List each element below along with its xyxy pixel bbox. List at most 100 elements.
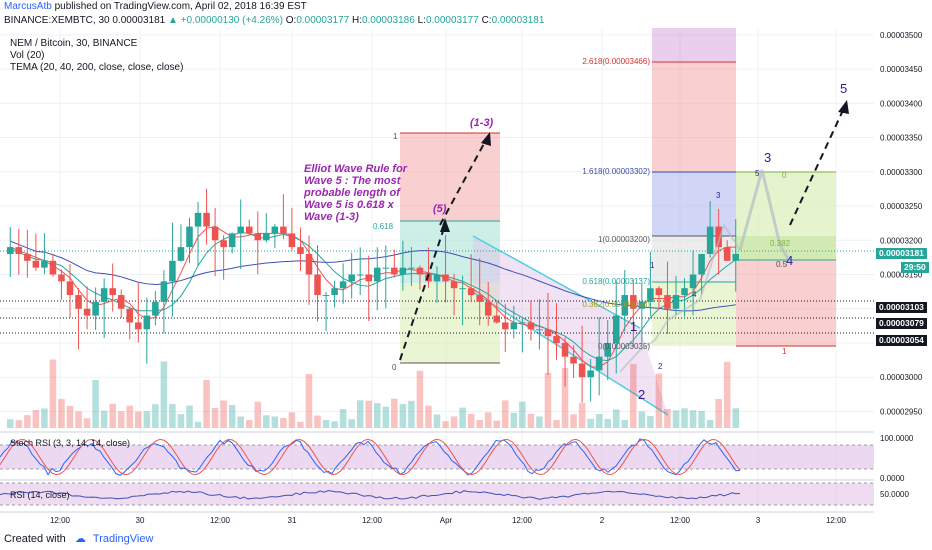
price-tick-label: 0.00003350	[880, 134, 923, 143]
open-label: O:	[285, 15, 297, 26]
volume-bar	[126, 405, 134, 428]
volume-bar	[75, 411, 82, 428]
price-tag: 0.00003079	[876, 318, 927, 330]
candle-body	[706, 226, 714, 254]
volume-bar	[109, 403, 116, 428]
volume-bar	[382, 406, 390, 428]
candle-body	[331, 288, 338, 296]
wave-label-big-5: 5	[840, 81, 847, 96]
candle-body	[365, 274, 372, 282]
candle-body	[117, 295, 125, 309]
legend-title: NEM / Bitcoin, 30, BINANCE	[10, 38, 138, 49]
volume-bar	[502, 400, 509, 428]
volume-bar	[416, 370, 424, 428]
tradingview-link[interactable]: TradingView	[92, 533, 154, 545]
volume-bar	[595, 413, 603, 428]
volume-bar	[630, 363, 637, 428]
volume-bar	[425, 405, 432, 428]
candle-body	[612, 315, 620, 343]
fib-small-label: 0	[782, 171, 787, 180]
stoch-axis-100: 100.0000	[880, 434, 914, 443]
volume-bar	[228, 405, 236, 428]
candle-body	[83, 308, 91, 316]
volume-bar	[15, 420, 23, 428]
time-tick-label: 12:00	[670, 516, 691, 525]
legend-vol: Vol (20)	[10, 50, 45, 61]
volume-bar	[203, 379, 210, 428]
wave-label-small-2: 2	[658, 362, 663, 371]
candle-body	[732, 253, 739, 261]
tema-line	[10, 231, 737, 362]
price-tag: 0.00003054	[876, 335, 927, 347]
change-value: +0.00000130 (+4.26%)	[180, 15, 283, 26]
volume-bars	[7, 359, 739, 428]
candle-body	[689, 274, 697, 289]
ohlc-header: BINANCE:XEMBTC, 30 0.00003181 ▲ +0.00000…	[4, 14, 544, 28]
candle-body	[186, 226, 193, 248]
volume-bar	[698, 410, 705, 428]
candle-body	[203, 212, 210, 227]
candle-body	[715, 226, 722, 248]
volume-bar	[49, 359, 57, 428]
candle-body	[152, 301, 159, 316]
volume-bar	[664, 409, 671, 428]
candle-body	[160, 281, 168, 302]
close-label: C:	[481, 15, 492, 26]
candle-body	[305, 253, 313, 275]
candle-body	[263, 233, 270, 241]
fib-right-label: 0(0.00003035)	[598, 342, 650, 351]
candle-body	[502, 322, 509, 330]
candle-body	[109, 288, 116, 296]
volume-bar	[450, 416, 458, 428]
time-axis[interactable]: 12:00 30 12:00 31 12:00 Apr 12:00 2 12:00 3 12:00	[50, 516, 847, 525]
price-tag: 0.00003181	[876, 248, 927, 260]
publish-header: MarcusAtb published on TradingView.com, …	[0, 0, 307, 14]
volume-bar	[433, 414, 441, 428]
wave-label-paren-1-3: (1-3)	[470, 117, 494, 129]
candle-body	[425, 274, 432, 282]
fib-small-label: 1	[782, 347, 787, 356]
high-value: 0.00003186	[361, 15, 415, 26]
volume-bar	[570, 414, 577, 428]
candle-body	[467, 288, 475, 296]
price-axis[interactable]: 0.00003500 0.00003450 0.00003400 0.00003350…	[880, 31, 923, 417]
tema-lines	[10, 226, 737, 368]
volume-bar	[24, 415, 31, 428]
annotation-line: Wave (1-3)	[304, 211, 359, 223]
wave-label-big-3: 3	[764, 150, 771, 165]
volume-bar	[237, 416, 244, 428]
candle-body	[561, 342, 569, 357]
volume-bar	[100, 410, 108, 428]
candle-body	[348, 274, 355, 282]
candle-body	[66, 281, 74, 296]
candle-body	[408, 267, 415, 269]
publish-info: published on TradingView.com, April 02, …	[54, 1, 307, 12]
author-link[interactable]: MarcusAtb	[4, 1, 52, 12]
candle-body	[664, 295, 671, 309]
price-tick-label: 0.00003200	[880, 236, 923, 245]
volume-bar	[254, 401, 262, 428]
volume-bar	[211, 407, 219, 428]
volume-bar	[169, 404, 176, 428]
price-tick-label: 0.00003450	[880, 65, 923, 74]
candle-body	[604, 342, 611, 357]
stoch-axis-0: 0.0000	[880, 474, 905, 483]
footer-created: Created with	[4, 533, 66, 545]
candle-body	[135, 322, 142, 330]
candle-body	[527, 322, 535, 330]
candle-body	[698, 253, 705, 275]
candle-body	[655, 288, 663, 296]
volume-bar	[587, 418, 594, 428]
time-tick-label: 12:00	[362, 516, 383, 525]
fib-small-label: 0.382	[770, 239, 791, 248]
tema-line	[10, 240, 736, 312]
candle-body	[322, 295, 330, 297]
volume-bar	[331, 421, 338, 428]
volume-bar	[467, 413, 475, 428]
close-value: 0.00003181	[491, 15, 545, 26]
volume-bar	[672, 410, 680, 428]
fib-right-label: 1(0.00003200)	[598, 235, 650, 244]
volume-bar	[322, 420, 330, 428]
